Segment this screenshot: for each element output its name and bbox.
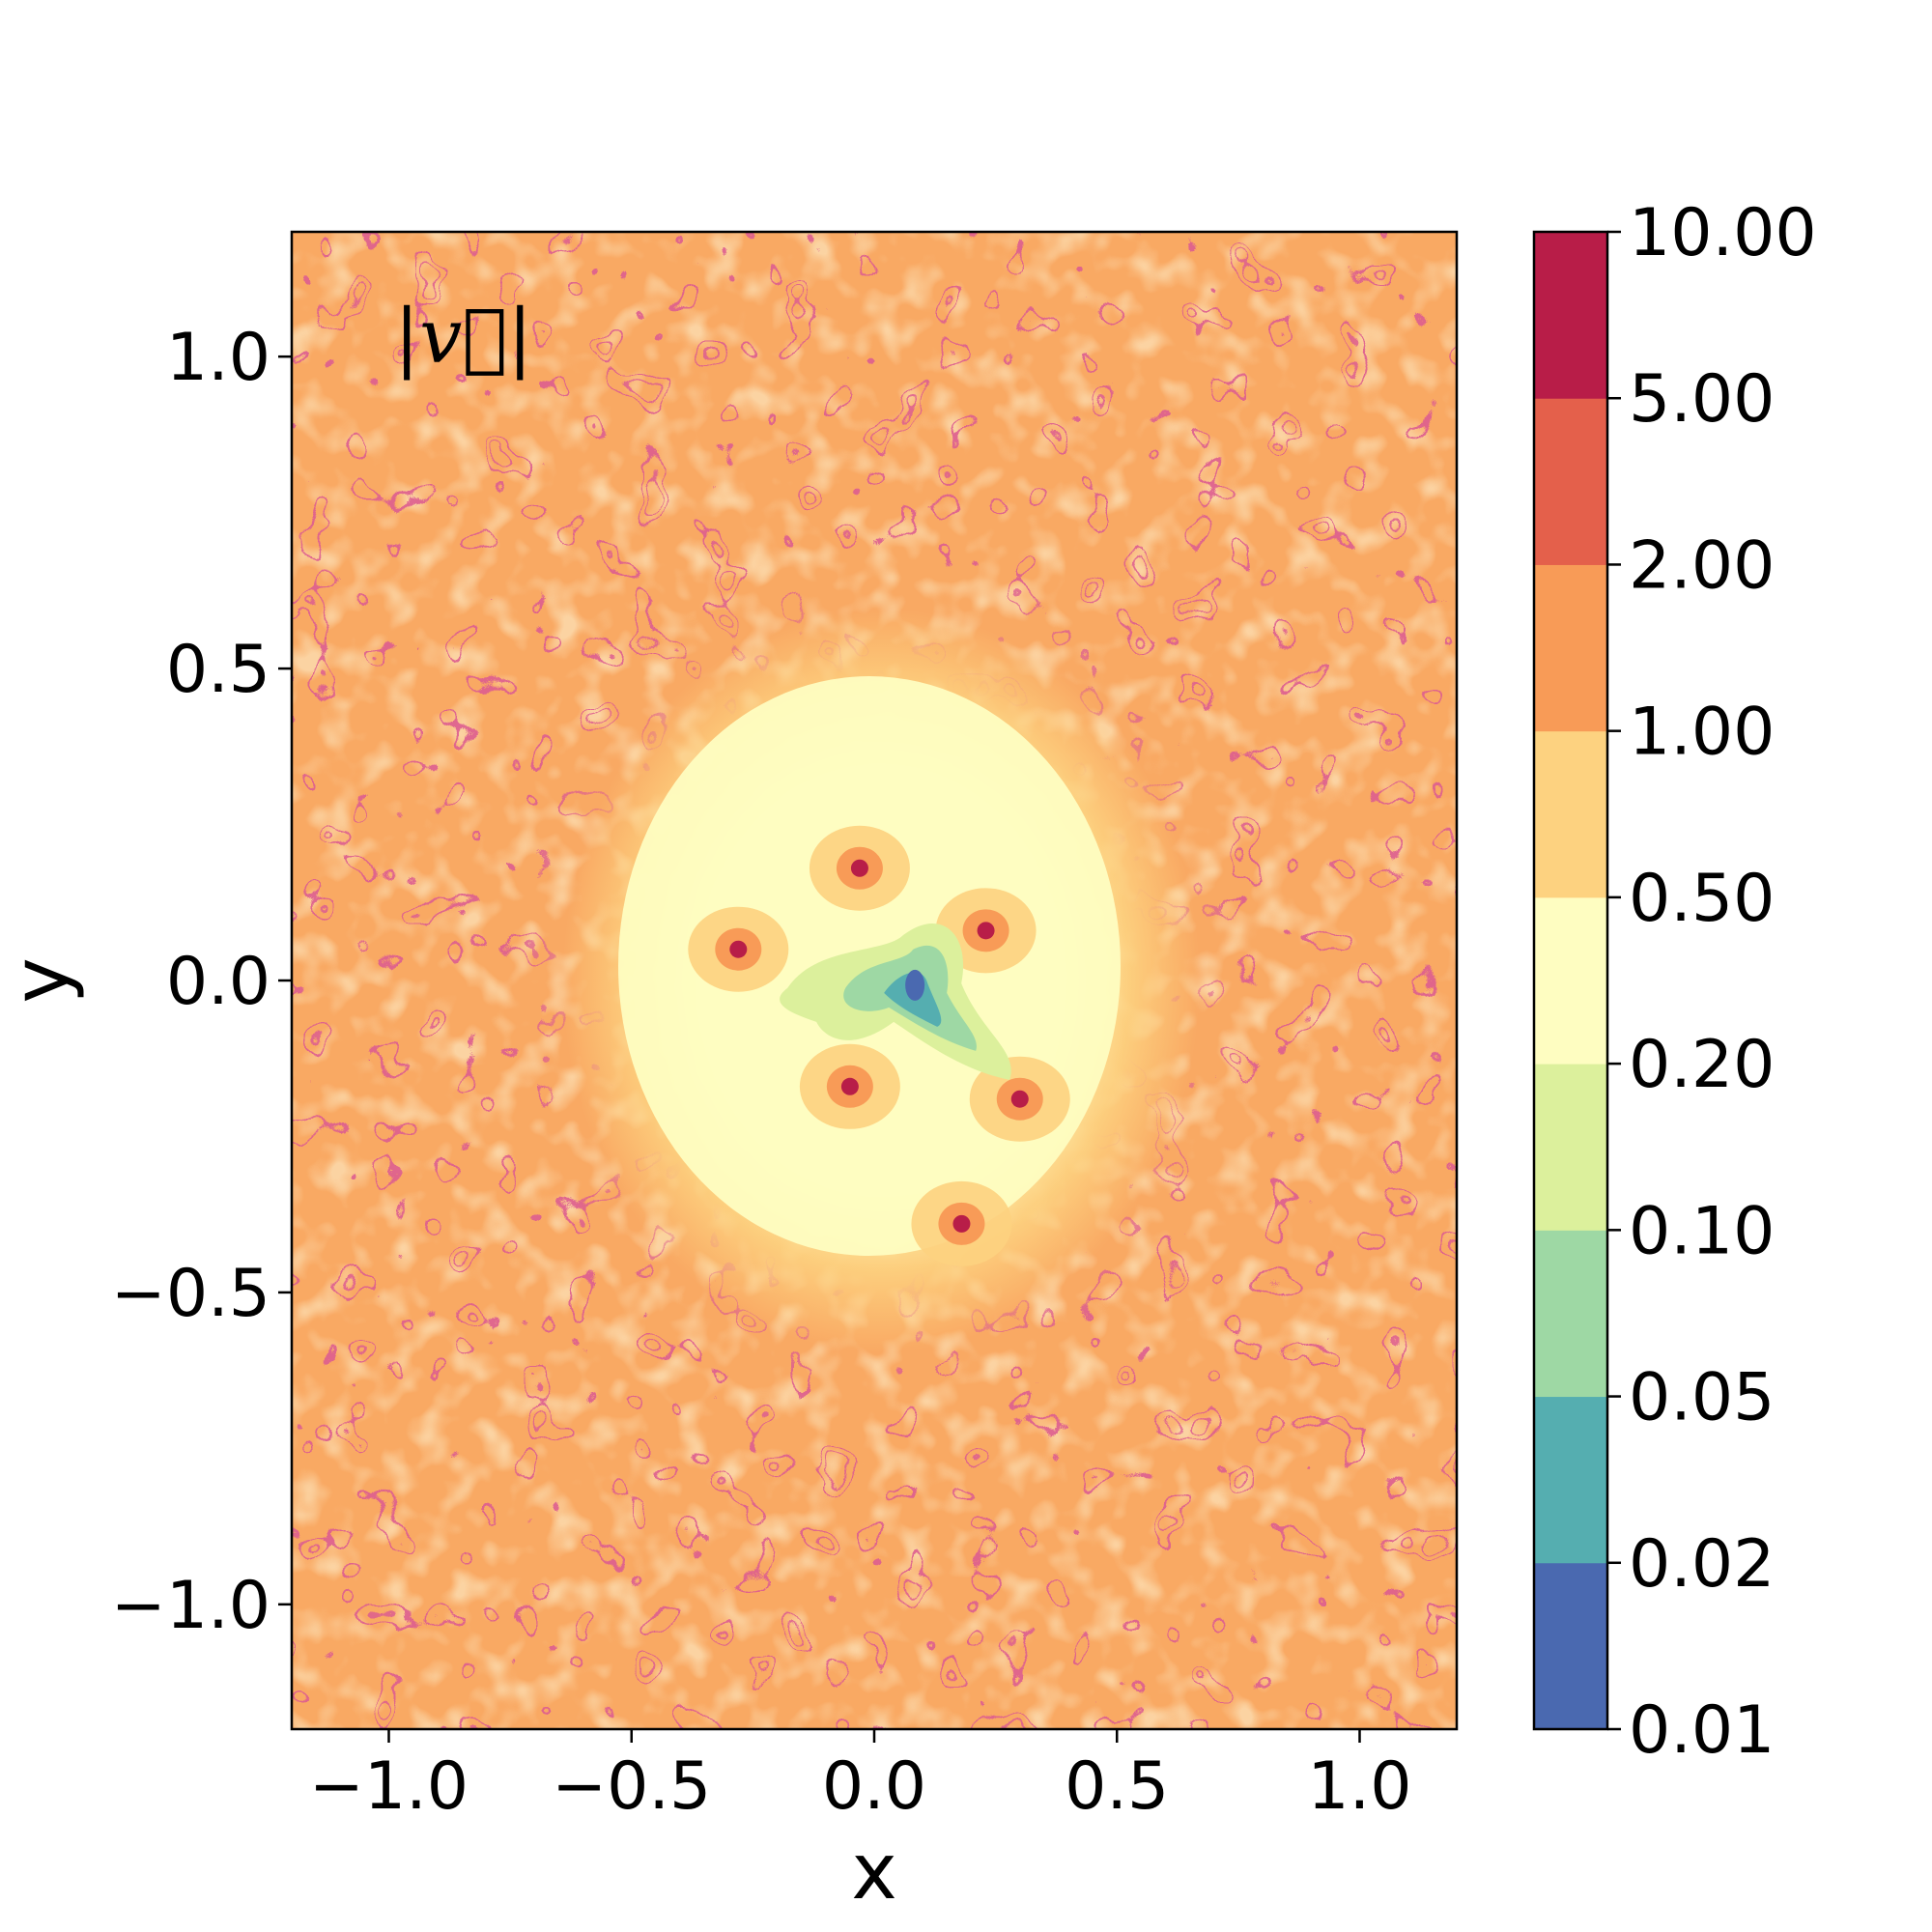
x-tick-label: −0.5 xyxy=(552,1748,711,1825)
colorbar-tick-label: 0.20 xyxy=(1629,1027,1775,1103)
colorbar-segment xyxy=(1534,730,1607,898)
hot-spots xyxy=(688,825,1070,1266)
hot-spot xyxy=(1010,1090,1029,1108)
hot-spot xyxy=(840,1077,859,1095)
colorbar-segment xyxy=(1534,896,1607,1065)
x-axis: −1.0 −0.5 0.0 0.5 1.0 xyxy=(309,1729,1412,1825)
field-annotation: |v⃗| xyxy=(394,294,532,381)
colorbar-frame xyxy=(1532,230,1609,1731)
colorbar-segment xyxy=(1534,232,1607,399)
y-tick-label: 0.5 xyxy=(166,632,270,708)
min-region-core xyxy=(905,969,925,1001)
colorbar-tick-label: 10.00 xyxy=(1629,195,1817,271)
x-tick-label: 1.0 xyxy=(1307,1748,1411,1825)
x-tick-label: −1.0 xyxy=(309,1748,469,1825)
colorbar-tick-label: 0.01 xyxy=(1629,1692,1775,1769)
colorbar-segment xyxy=(1534,1230,1607,1398)
y-axis: 1.0 0.5 0.0 −0.5 −1.0 xyxy=(111,320,292,1644)
y-tick-label: −0.5 xyxy=(111,1256,270,1332)
hot-spot xyxy=(850,859,868,877)
colorbar-tick-label: 0.10 xyxy=(1629,1193,1775,1269)
y-axis-label: y xyxy=(0,957,86,1003)
colorbar-tick-label: 0.05 xyxy=(1629,1360,1775,1436)
y-tick-label: 1.0 xyxy=(166,320,270,396)
hot-spot xyxy=(977,922,995,940)
colorbar-segment xyxy=(1534,1562,1607,1730)
colorbar-segment xyxy=(1534,398,1607,565)
minimum-region xyxy=(780,923,1011,1080)
colorbar-segment xyxy=(1534,564,1607,732)
hot-spot xyxy=(729,940,748,958)
x-tick-label: 0.0 xyxy=(822,1748,926,1825)
contour-field xyxy=(292,232,1457,1729)
colorbar-tick-label: 1.00 xyxy=(1629,695,1775,771)
hot-spot xyxy=(952,1214,971,1233)
y-tick-label: 0.0 xyxy=(166,944,270,1020)
x-axis-label: x xyxy=(851,1827,896,1917)
colorbar-segment xyxy=(1534,1064,1607,1231)
colorbar-tick-label: 5.00 xyxy=(1629,361,1775,438)
colorbar-segment xyxy=(1534,1396,1607,1564)
colorbar: 0.01 0.02 0.05 0.10 0.20 0.50 1.00 2.00 5.00 10.0… xyxy=(1532,195,1817,1769)
y-tick-label: −1.0 xyxy=(111,1568,270,1644)
colorbar-tick-label: 2.00 xyxy=(1629,527,1775,604)
x-tick-label: 0.5 xyxy=(1065,1748,1169,1825)
colorbar-tick-label: 0.02 xyxy=(1629,1526,1775,1603)
colorbar-tick-label: 0.50 xyxy=(1629,861,1775,937)
